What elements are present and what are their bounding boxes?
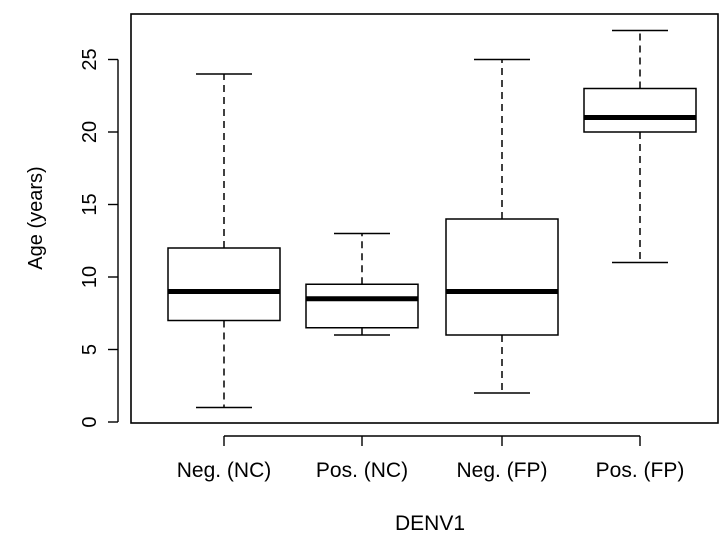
box-3 <box>445 58 559 394</box>
iqr-box <box>445 218 559 336</box>
y-axis: 0 5 10 15 20 25 <box>79 48 119 428</box>
y-axis-label: Age (years) <box>25 166 47 269</box>
x-axis: Neg. (NC) Pos. (NC) Neg. (FP) Pos. (FP) <box>177 435 685 482</box>
y-tick-label: 20 <box>79 121 101 143</box>
y-tick-label: 0 <box>79 416 101 427</box>
y-tick-label: 10 <box>79 266 101 288</box>
y-tick-label: 5 <box>79 344 101 355</box>
x-tick-label: Neg. (FP) <box>456 459 547 482</box>
x-tick-label: Pos. (FP) <box>596 459 685 482</box>
x-axis-label: DENV1 <box>395 512 465 535</box>
plot-frame <box>130 13 719 424</box>
iqr-box <box>583 87 697 133</box>
iqr-box <box>167 247 281 322</box>
y-tick-label: 15 <box>79 193 101 215</box>
box-4 <box>583 29 697 264</box>
boxes-layer <box>167 29 697 409</box>
box-1 <box>167 73 281 409</box>
y-tick-label: 25 <box>79 48 101 70</box>
box-2 <box>305 232 419 336</box>
x-tick-label: Neg. (NC) <box>177 459 272 482</box>
x-tick-label: Pos. (NC) <box>316 459 408 482</box>
iqr-box <box>305 283 419 329</box>
